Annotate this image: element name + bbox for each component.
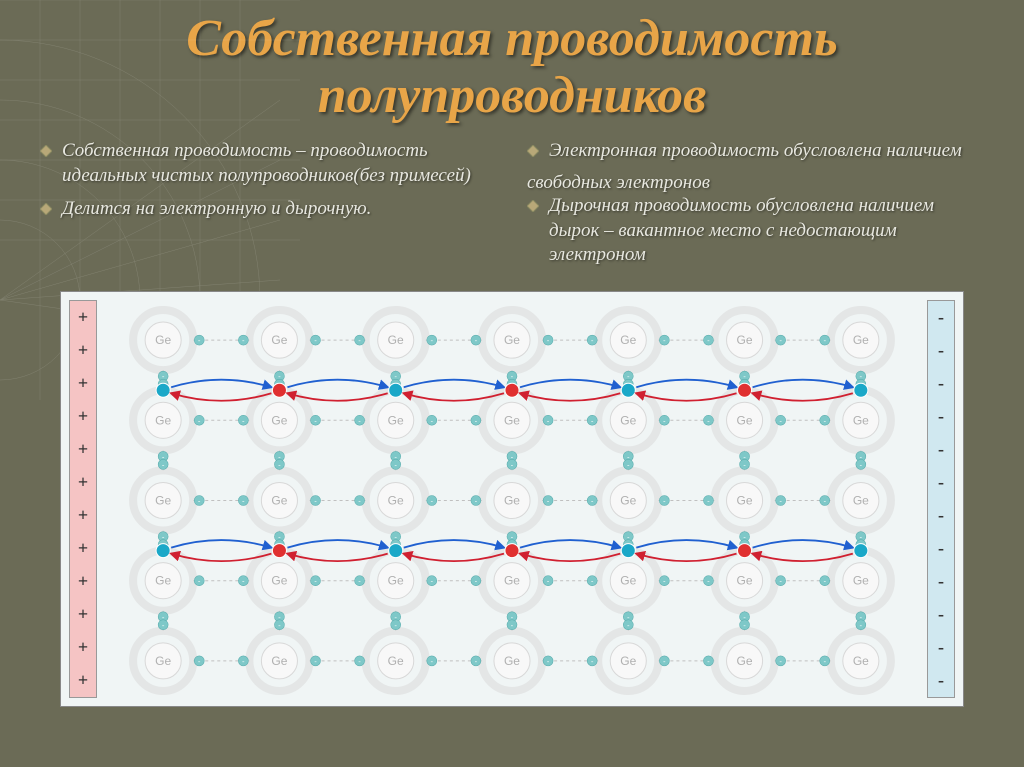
bullet-text: Делится на электронную и дырочную. bbox=[62, 197, 497, 222]
svg-text:Ge: Ge bbox=[271, 494, 287, 508]
svg-text:Ge: Ge bbox=[155, 574, 171, 588]
bullet-text: Дырочная проводимость обусловлена наличи… bbox=[549, 194, 984, 268]
svg-text:Ge: Ge bbox=[271, 654, 287, 668]
svg-text:Ge: Ge bbox=[388, 413, 404, 427]
diamond-bullet-icon bbox=[40, 145, 52, 157]
slide-title: Собственная проводимость полупроводников bbox=[0, 0, 1024, 139]
svg-text:Ge: Ge bbox=[620, 333, 636, 347]
svg-text:Ge: Ge bbox=[504, 654, 520, 668]
svg-text:Ge: Ge bbox=[737, 494, 753, 508]
svg-text:Ge: Ge bbox=[504, 574, 520, 588]
svg-text:Ge: Ge bbox=[620, 574, 636, 588]
semiconductor-diagram: ++++++++++++ ------------ Ge--Ge---Ge---… bbox=[60, 291, 964, 707]
svg-text:Ge: Ge bbox=[853, 494, 869, 508]
svg-text:Ge: Ge bbox=[737, 333, 753, 347]
svg-text:Ge: Ge bbox=[155, 333, 171, 347]
content-columns: Собственная проводимость – проводимость … bbox=[0, 139, 1024, 286]
bullet-item: Собственная проводимость – проводимость … bbox=[40, 139, 497, 188]
right-column: Электронная проводимость обусловлена нал… bbox=[527, 139, 984, 276]
svg-text:Ge: Ge bbox=[388, 494, 404, 508]
bullet-item: Электронная проводимость обусловлена нал… bbox=[527, 139, 984, 164]
bullet-text: Собственная проводимость – проводимость … bbox=[62, 139, 497, 188]
svg-text:Ge: Ge bbox=[388, 654, 404, 668]
diamond-bullet-icon bbox=[527, 200, 539, 212]
svg-text:Ge: Ge bbox=[504, 333, 520, 347]
svg-text:Ge: Ge bbox=[388, 574, 404, 588]
svg-text:Ge: Ge bbox=[737, 574, 753, 588]
svg-text:Ge: Ge bbox=[271, 413, 287, 427]
svg-text:Ge: Ge bbox=[271, 574, 287, 588]
svg-text:Ge: Ge bbox=[155, 654, 171, 668]
svg-text:Ge: Ge bbox=[737, 654, 753, 668]
svg-text:Ge: Ge bbox=[853, 654, 869, 668]
diamond-bullet-icon bbox=[527, 145, 539, 157]
left-column: Собственная проводимость – проводимость … bbox=[40, 139, 497, 276]
bullet-item: Делится на электронную и дырочную. bbox=[40, 197, 497, 222]
svg-text:Ge: Ge bbox=[155, 413, 171, 427]
svg-text:Ge: Ge bbox=[504, 494, 520, 508]
svg-text:Ge: Ge bbox=[388, 333, 404, 347]
diamond-bullet-icon bbox=[40, 203, 52, 215]
positive-plate: ++++++++++++ bbox=[69, 300, 97, 698]
bullet-text: Электронная проводимость обусловлена нал… bbox=[549, 139, 984, 164]
svg-text:Ge: Ge bbox=[853, 333, 869, 347]
bullet-item: Дырочная проводимость обусловлена наличи… bbox=[527, 194, 984, 268]
svg-text:Ge: Ge bbox=[853, 574, 869, 588]
svg-text:Ge: Ge bbox=[737, 413, 753, 427]
svg-text:Ge: Ge bbox=[620, 494, 636, 508]
negative-plate: ------------ bbox=[927, 300, 955, 698]
svg-text:Ge: Ge bbox=[155, 494, 171, 508]
svg-text:Ge: Ge bbox=[620, 413, 636, 427]
subtext: свободных электронов bbox=[527, 172, 984, 194]
svg-text:Ge: Ge bbox=[853, 413, 869, 427]
crystal-lattice: Ge--Ge---Ge---Ge---Ge---Ge---Ge--Ge---Ge… bbox=[105, 300, 919, 701]
svg-text:Ge: Ge bbox=[271, 333, 287, 347]
svg-text:Ge: Ge bbox=[620, 654, 636, 668]
svg-text:Ge: Ge bbox=[504, 413, 520, 427]
